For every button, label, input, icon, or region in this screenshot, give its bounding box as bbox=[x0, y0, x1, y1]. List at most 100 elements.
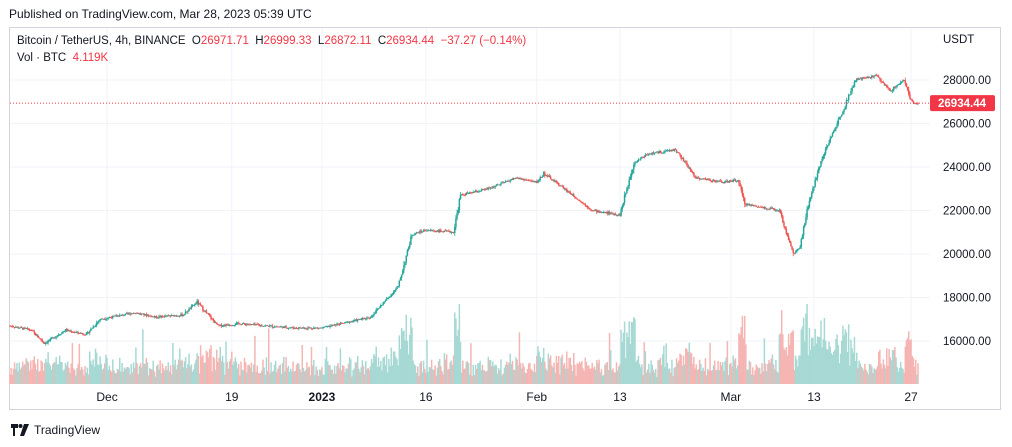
candle-body bbox=[574, 196, 576, 198]
volume-bar bbox=[356, 355, 359, 384]
volume-bar bbox=[250, 362, 253, 384]
candle-body bbox=[146, 315, 149, 317]
candle-body bbox=[360, 319, 362, 321]
candle-body bbox=[452, 232, 455, 234]
candle-body bbox=[837, 119, 840, 124]
volume-bar bbox=[749, 362, 752, 384]
volume-bar bbox=[793, 370, 796, 384]
volume-bar bbox=[704, 358, 707, 384]
candle-body bbox=[449, 230, 451, 233]
candle-body bbox=[815, 177, 818, 180]
volume-bar bbox=[209, 348, 211, 384]
candle-body bbox=[12, 326, 15, 328]
volume-bar bbox=[233, 361, 235, 384]
candle-body bbox=[789, 240, 791, 243]
volume-bar bbox=[477, 363, 479, 384]
candle-body bbox=[390, 294, 392, 297]
volume-bar bbox=[730, 362, 732, 384]
volume-bar bbox=[685, 348, 687, 384]
candle-body bbox=[332, 324, 335, 326]
candle-body bbox=[775, 210, 777, 212]
chart-frame[interactable] bbox=[9, 27, 1001, 410]
candle-body bbox=[249, 323, 252, 325]
candle-body bbox=[536, 181, 538, 184]
candle-body bbox=[542, 172, 545, 176]
volume-bar bbox=[36, 358, 39, 384]
candle-body bbox=[865, 77, 867, 79]
candle-body bbox=[783, 222, 785, 227]
volume-bar bbox=[314, 375, 316, 384]
volume-bar bbox=[542, 347, 545, 384]
candle-body bbox=[445, 230, 448, 232]
volume-bar bbox=[72, 368, 75, 384]
candle-body bbox=[234, 324, 237, 326]
candle-body bbox=[656, 151, 658, 153]
footer-brand[interactable]: TradingView bbox=[11, 423, 100, 437]
volume-bar bbox=[882, 359, 885, 384]
volume-bar bbox=[821, 347, 823, 384]
candle-body bbox=[18, 327, 20, 329]
candle-body bbox=[41, 340, 44, 342]
volume-bar bbox=[702, 367, 704, 384]
volume-bar bbox=[639, 367, 642, 384]
candle-body bbox=[264, 325, 267, 327]
volume-bar bbox=[804, 341, 806, 384]
volume-bar bbox=[890, 360, 893, 384]
candle-body bbox=[485, 188, 487, 190]
candle-body bbox=[564, 188, 567, 190]
candle-body bbox=[735, 180, 738, 182]
volume-bar bbox=[393, 351, 396, 384]
candle-body bbox=[622, 202, 625, 207]
candle-body bbox=[270, 325, 272, 327]
candle-body bbox=[910, 98, 912, 101]
volume-bar bbox=[608, 332, 611, 384]
volume-bar bbox=[544, 361, 546, 384]
candle-body bbox=[13, 326, 16, 328]
candle-body bbox=[642, 156, 644, 158]
volume-bar bbox=[560, 357, 562, 384]
candle-body bbox=[685, 161, 687, 163]
candle-body bbox=[802, 226, 805, 236]
candle-body bbox=[785, 229, 788, 234]
candle-body bbox=[695, 177, 697, 179]
volume-bar bbox=[652, 370, 655, 384]
candle-body bbox=[624, 193, 627, 196]
candle-body bbox=[724, 181, 726, 184]
candle-body bbox=[495, 184, 498, 186]
candle-body bbox=[911, 100, 913, 102]
candle-body bbox=[380, 305, 382, 308]
candle-body bbox=[343, 323, 345, 324]
symbol-label[interactable]: Bitcoin / TetherUS, 4h, BINANCE bbox=[17, 35, 186, 47]
volume-bar bbox=[438, 358, 441, 384]
candle-body bbox=[191, 305, 194, 307]
candle-body bbox=[671, 149, 673, 151]
volume-bar bbox=[787, 333, 790, 384]
candle-body bbox=[709, 179, 711, 181]
open-label: O bbox=[191, 35, 201, 47]
candle-body bbox=[48, 340, 51, 342]
volume-bar bbox=[418, 376, 420, 384]
volume-bar bbox=[140, 367, 143, 384]
candle-body bbox=[365, 318, 367, 320]
volume-bar bbox=[478, 363, 480, 384]
volume-bar bbox=[856, 352, 858, 384]
candle-body bbox=[752, 205, 754, 206]
candle-body bbox=[378, 307, 381, 309]
volume-bar bbox=[774, 369, 776, 384]
volume-bar bbox=[303, 371, 306, 384]
candle-body bbox=[211, 318, 213, 320]
volume-bar bbox=[605, 363, 607, 384]
volume-bar bbox=[99, 356, 101, 384]
volume-bar bbox=[153, 371, 156, 384]
candle-body bbox=[248, 324, 250, 326]
candle-body bbox=[354, 319, 357, 321]
candle-body bbox=[294, 327, 297, 329]
candle-body bbox=[872, 75, 874, 78]
volume-bar bbox=[795, 359, 798, 384]
volume-bar bbox=[817, 336, 820, 384]
candle-body bbox=[207, 313, 210, 315]
candle-body bbox=[492, 186, 494, 188]
close-value: 26934.44 bbox=[386, 35, 435, 47]
volume-bar bbox=[440, 366, 442, 384]
